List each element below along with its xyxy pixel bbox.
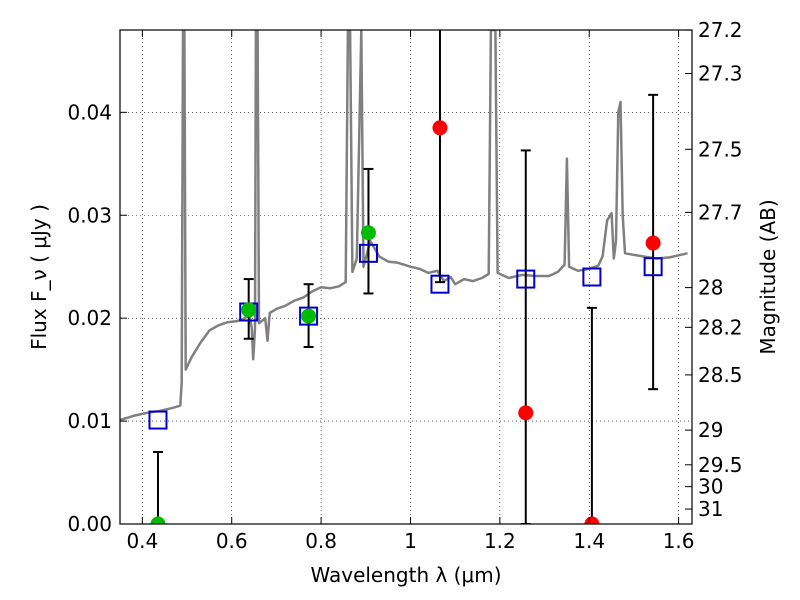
y-tick-label: 0.02 — [67, 306, 112, 330]
right-axis-tick-label: 28 — [698, 276, 723, 300]
right-axis-tick-label: 29.5 — [698, 453, 743, 477]
plot-area — [120, 30, 688, 524]
x-tick-label: 0.4 — [126, 529, 158, 553]
model-box-marker — [643, 257, 663, 277]
model-box-marker — [516, 269, 536, 289]
x-tick-label: 0.8 — [305, 529, 337, 553]
low-significance-point — [432, 120, 448, 136]
y-tick-label: 0.03 — [67, 203, 112, 227]
low-significance-point — [584, 516, 600, 524]
right-axis-tick-label: 30 — [698, 475, 723, 499]
x-tick-label: 0.6 — [216, 529, 248, 553]
right-axis-tick-label: 27.5 — [698, 137, 743, 161]
right-axis-tick-label: 28.5 — [698, 363, 743, 387]
detection-point — [150, 516, 166, 524]
right-axis-tick-label: 31 — [698, 497, 723, 521]
right-axis-tick-label: 27.3 — [698, 62, 743, 86]
y-tick-label: 0.04 — [67, 100, 112, 124]
detection-point — [360, 225, 376, 241]
low-significance-point — [518, 405, 534, 421]
model-box-marker — [430, 274, 450, 294]
model-box-marker — [358, 243, 378, 263]
x-tick-label: 1.2 — [484, 529, 516, 553]
right-axis-tick-label: 27.7 — [698, 200, 743, 224]
right-axis-tick-label: 28.2 — [698, 315, 743, 339]
detection-point — [241, 302, 257, 318]
x-axis-label: Wavelength λ (μm) — [310, 563, 501, 587]
x-tick-label: 1.6 — [663, 529, 695, 553]
model-box-marker — [148, 410, 168, 430]
right-axis-tick-label: 27.2 — [698, 18, 743, 42]
x-tick-label: 1.4 — [573, 529, 605, 553]
model-box-marker — [582, 267, 602, 287]
model-box-marker — [299, 306, 319, 326]
y-tick-label: 0.01 — [67, 409, 112, 433]
detection-point — [301, 308, 317, 324]
right-axis-tick-label: 29 — [698, 418, 723, 442]
low-significance-point — [645, 235, 661, 251]
y-axis-label: Flux F_ν ( μJy ) — [27, 204, 51, 350]
y-tick-label: 0.00 — [67, 512, 112, 536]
axes: 0.4 0.6 0.8 1 1.2 1.4 1.6 0.00 0.01 0.02 0.03 0.04 2… — [67, 18, 742, 553]
right-axis-label: Magnitude (AB) — [756, 199, 780, 354]
x-tick-label: 1 — [404, 529, 417, 553]
plot-frame — [119, 29, 693, 525]
